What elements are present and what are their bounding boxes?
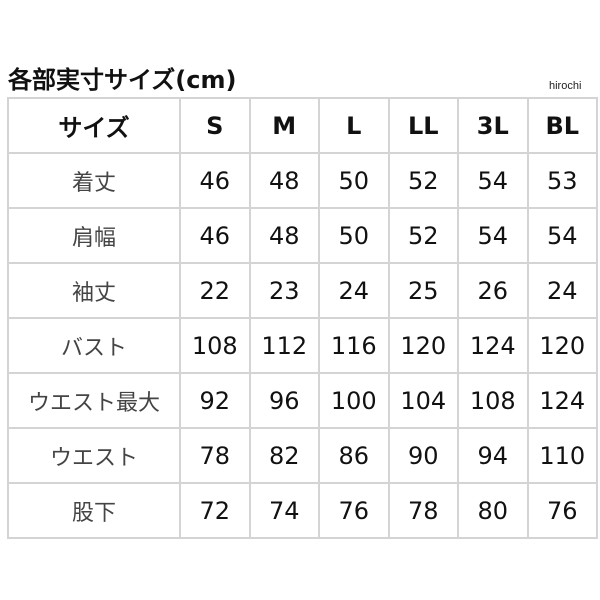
table-cell: 52 — [387, 152, 459, 209]
table-cell: 22 — [179, 262, 251, 319]
table-cell: 116 — [318, 317, 390, 374]
page-title: 各部実寸サイズ(cm) — [8, 66, 237, 94]
table-cell: 54 — [526, 207, 598, 264]
table-cell: 80 — [457, 482, 529, 539]
table-cell: 23 — [248, 262, 320, 319]
size-table: サイズ S M L LL 3L BL 着丈 46 48 50 52 54 53 肩幅 46 48 50 52 54 5… — [7, 97, 598, 539]
table-cell: 120 — [387, 317, 459, 374]
table-cell: 50 — [318, 207, 390, 264]
table-cell: 86 — [318, 427, 390, 484]
row-label: ウエスト最大 — [7, 372, 181, 429]
row-label: バスト — [7, 317, 181, 374]
table-cell: 104 — [387, 372, 459, 429]
table-cell: 78 — [387, 482, 459, 539]
header-size-m: M — [248, 97, 320, 154]
row-label: ウエスト — [7, 427, 181, 484]
table-cell: 100 — [318, 372, 390, 429]
table-cell: 48 — [248, 207, 320, 264]
table-cell: 24 — [526, 262, 598, 319]
table-row: 着丈 46 48 50 52 54 53 — [7, 152, 598, 209]
table-cell: 90 — [387, 427, 459, 484]
table-cell: 46 — [179, 152, 251, 209]
table-cell: 108 — [179, 317, 251, 374]
row-label: 袖丈 — [7, 262, 181, 319]
table-row: ウエスト 78 82 86 90 94 110 — [7, 427, 598, 484]
table-row: バスト 108 112 116 120 124 120 — [7, 317, 598, 374]
header-size-l: L — [318, 97, 390, 154]
table-cell: 26 — [457, 262, 529, 319]
table-cell: 108 — [457, 372, 529, 429]
table-cell: 24 — [318, 262, 390, 319]
row-label: 肩幅 — [7, 207, 181, 264]
header-size-label: サイズ — [7, 97, 181, 154]
table-cell: 124 — [526, 372, 598, 429]
table-row: 肩幅 46 48 50 52 54 54 — [7, 207, 598, 264]
header-size-3l: 3L — [457, 97, 529, 154]
header-size-s: S — [179, 97, 251, 154]
table-cell: 76 — [318, 482, 390, 539]
table-cell: 46 — [179, 207, 251, 264]
table-cell: 54 — [457, 152, 529, 209]
row-label: 着丈 — [7, 152, 181, 209]
table-cell: 120 — [526, 317, 598, 374]
table-cell: 25 — [387, 262, 459, 319]
table-row: ウエスト最大 92 96 100 104 108 124 — [7, 372, 598, 429]
table-cell: 74 — [248, 482, 320, 539]
table-cell: 94 — [457, 427, 529, 484]
table-cell: 124 — [457, 317, 529, 374]
table-cell: 110 — [526, 427, 598, 484]
table-cell: 92 — [179, 372, 251, 429]
table-row: 袖丈 22 23 24 25 26 24 — [7, 262, 598, 319]
table-cell: 76 — [526, 482, 598, 539]
table-cell: 78 — [179, 427, 251, 484]
header-size-ll: LL — [387, 97, 459, 154]
table-row: 股下 72 74 76 78 80 76 — [7, 482, 598, 539]
table-cell: 72 — [179, 482, 251, 539]
header-size-bl: BL — [526, 97, 598, 154]
credit-text: hirochi — [549, 80, 582, 92]
table-cell: 96 — [248, 372, 320, 429]
table-cell: 112 — [248, 317, 320, 374]
table-cell: 52 — [387, 207, 459, 264]
table-cell: 50 — [318, 152, 390, 209]
table-cell: 48 — [248, 152, 320, 209]
table-cell: 82 — [248, 427, 320, 484]
table-cell: 53 — [526, 152, 598, 209]
row-label: 股下 — [7, 482, 181, 539]
table-cell: 54 — [457, 207, 529, 264]
header-row: サイズ S M L LL 3L BL — [7, 97, 598, 154]
